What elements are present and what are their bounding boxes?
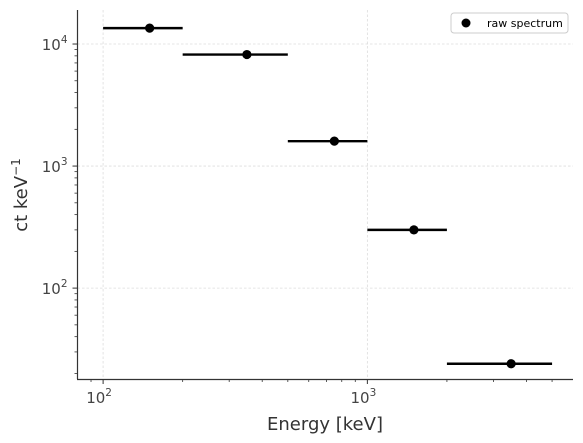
legend-label: raw spectrum — [487, 17, 563, 30]
y-axis-label-exponent: −1 — [9, 158, 23, 176]
legend-box — [450, 12, 569, 34]
legend-marker — [461, 18, 471, 28]
data-point — [329, 136, 339, 146]
x-tick-label: 103 — [350, 387, 376, 407]
y-tick-base: 10 — [42, 158, 61, 176]
x-tick-base: 10 — [86, 389, 105, 407]
x-axis-label: Energy [keV] — [267, 414, 383, 435]
legend: raw spectrum — [450, 12, 569, 34]
grid — [77, 10, 573, 379]
y-axis-label: ct keV−1 — [9, 158, 32, 232]
data-point — [409, 225, 419, 235]
axes — [76, 10, 573, 381]
data-point — [506, 359, 516, 369]
error-bars — [103, 26, 553, 365]
y-tick-exponent: 3 — [61, 156, 68, 168]
y-tick-label: 102 — [42, 278, 68, 298]
y-tick-exponent: 2 — [61, 278, 68, 290]
y-tick-exponent: 4 — [61, 34, 68, 46]
y-tick-base: 10 — [42, 36, 61, 54]
y-axis-label-main: ct keV — [11, 175, 32, 232]
data-point — [145, 23, 155, 33]
x-tick-exponent: 2 — [105, 387, 112, 399]
ticks — [72, 43, 553, 384]
data-points — [145, 23, 516, 369]
x-tick-base: 10 — [350, 389, 369, 407]
x-tick-exponent: 3 — [370, 387, 377, 399]
data-point — [242, 49, 252, 60]
y-tick-base: 10 — [42, 280, 61, 298]
y-tick-label: 103 — [42, 156, 68, 176]
x-tick-label: 102 — [86, 387, 112, 407]
y-tick-label: 104 — [42, 34, 68, 54]
